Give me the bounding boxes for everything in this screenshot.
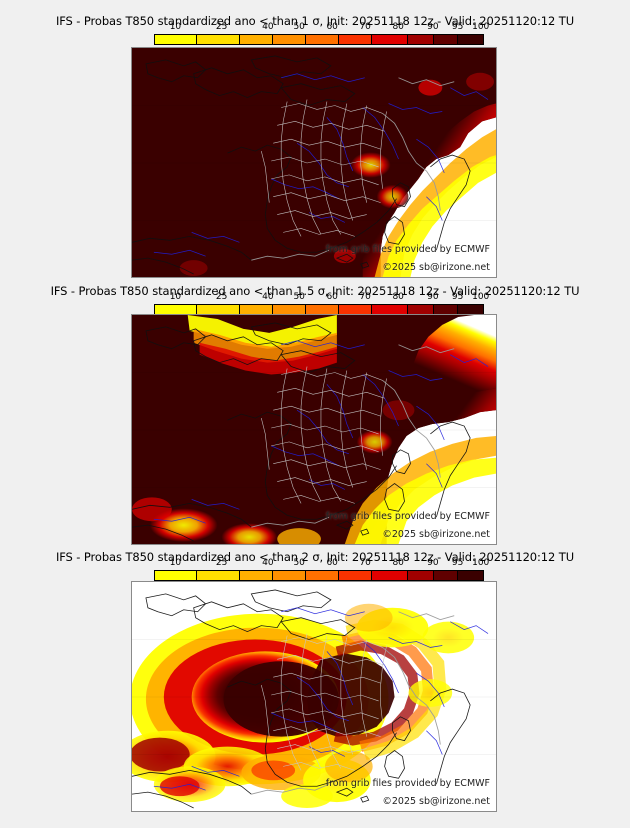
colorbar-segment (272, 35, 306, 44)
panel-1-colorbar-gradient (154, 34, 484, 45)
panel-3-colorbar-gradient (154, 570, 484, 581)
panel-3-title: IFS - Probas T850 standardized ano < tha… (55, 550, 575, 564)
colorbar-segment (434, 571, 458, 580)
panel-2-colorbar: 10 25 40 50 60 70 80 90 95 100 (154, 292, 490, 315)
colorbar-segment (457, 571, 484, 580)
panel-2-title: IFS - Probas T850 standardized ano < tha… (50, 284, 580, 298)
panel-3-map[interactable]: from grib files provided by ECMWF ©2025 … (131, 581, 497, 812)
colorbar-tick: 100 (472, 22, 490, 32)
colorbar-tick: 60 (326, 558, 338, 568)
panel-1-colorbar-ticks: 10 25 40 50 60 70 80 90 95 100 (154, 22, 490, 34)
colorbar-tick: 10 (169, 292, 182, 302)
forecast-panel-1: IFS - Probas T850 standardized ano < tha… (0, 0, 630, 282)
colorbar-tick: 70 (359, 292, 371, 302)
colorbar-segment (371, 571, 408, 580)
colorbar-segment (371, 35, 408, 44)
colorbar-tick: 60 (326, 22, 338, 32)
colorbar-segment (197, 35, 240, 44)
colorbar-tick: 60 (326, 292, 338, 302)
colorbar-tick: 95 (451, 22, 464, 32)
colorbar-tick: 50 (293, 292, 305, 302)
colorbar-segment (155, 305, 198, 314)
panel-3-colorbar: 10 25 40 50 60 70 80 90 95 100 (154, 558, 490, 581)
colorbar-tick: 95 (451, 292, 464, 302)
panel-2-map-canvas (132, 315, 496, 544)
panel-2-colorbar-ticks: 10 25 40 50 60 70 80 90 95 100 (154, 292, 490, 304)
colorbar-segment (272, 571, 306, 580)
colorbar-tick: 25 (215, 292, 228, 302)
panel-2-copyright: ©2025 sb@irizone.net (382, 529, 490, 540)
colorbar-segment (239, 571, 273, 580)
colorbar-tick: 10 (169, 22, 182, 32)
forecast-panel-2: IFS - Probas T850 standardized ano < tha… (0, 282, 630, 546)
colorbar-segment (407, 35, 435, 44)
colorbar-segment (371, 305, 408, 314)
panel-1-copyright: ©2025 sb@irizone.net (382, 262, 490, 273)
colorbar-tick: 90 (427, 292, 439, 302)
colorbar-segment (155, 35, 198, 44)
panel-3-copyright: ©2025 sb@irizone.net (382, 796, 490, 807)
colorbar-tick: 100 (472, 292, 490, 302)
panel-1-source-credit: from grib files provided by ECMWF (325, 244, 490, 255)
colorbar-tick: 25 (215, 558, 228, 568)
colorbar-tick: 90 (427, 22, 439, 32)
colorbar-tick: 50 (293, 558, 305, 568)
colorbar-segment (434, 35, 458, 44)
panel-3-map-canvas (132, 582, 496, 811)
colorbar-segment (155, 571, 198, 580)
colorbar-tick: 90 (427, 558, 439, 568)
panel-1-map-graphic (132, 48, 496, 277)
colorbar-tick: 70 (359, 558, 371, 568)
colorbar-tick: 10 (169, 558, 182, 568)
colorbar-segment (338, 571, 372, 580)
panel-1-map[interactable]: from grib files provided by ECMWF ©2025 … (131, 47, 497, 278)
colorbar-tick: 40 (262, 292, 274, 302)
colorbar-tick: 80 (392, 292, 404, 302)
panel-2-source-credit: from grib files provided by ECMWF (325, 511, 490, 522)
colorbar-segment (338, 305, 372, 314)
panel-3-source-credit: from grib files provided by ECMWF (325, 778, 490, 789)
colorbar-tick: 80 (392, 22, 404, 32)
colorbar-segment (197, 305, 240, 314)
panel-1-title: IFS - Probas T850 standardized ano < tha… (55, 14, 575, 28)
colorbar-segment (197, 571, 240, 580)
colorbar-segment (305, 571, 339, 580)
colorbar-tick: 50 (293, 22, 305, 32)
colorbar-segment (305, 305, 339, 314)
colorbar-tick: 40 (262, 558, 274, 568)
colorbar-segment (457, 35, 484, 44)
colorbar-segment (305, 35, 339, 44)
panel-2-map[interactable]: from grib files provided by ECMWF ©2025 … (131, 314, 497, 545)
colorbar-tick: 95 (451, 558, 464, 568)
colorbar-segment (407, 571, 435, 580)
forecast-panel-3: IFS - Probas T850 standardized ano < tha… (0, 546, 630, 828)
colorbar-segment (338, 35, 372, 44)
colorbar-tick: 80 (392, 558, 404, 568)
colorbar-segment (457, 305, 484, 314)
panel-3-colorbar-ticks: 10 25 40 50 60 70 80 90 95 100 (154, 558, 490, 570)
panel-3-map-graphic (132, 582, 496, 811)
colorbar-segment (407, 305, 435, 314)
colorbar-tick: 40 (262, 22, 274, 32)
colorbar-tick: 70 (359, 22, 371, 32)
panel-1-colorbar: 10 25 40 50 60 70 80 90 95 100 (154, 22, 490, 45)
colorbar-tick: 25 (215, 22, 228, 32)
colorbar-tick: 100 (472, 558, 490, 568)
panel-1-map-canvas (132, 48, 496, 277)
colorbar-segment (272, 305, 306, 314)
colorbar-segment (239, 35, 273, 44)
colorbar-segment (239, 305, 273, 314)
panel-2-map-graphic (132, 315, 496, 544)
colorbar-segment (434, 305, 458, 314)
